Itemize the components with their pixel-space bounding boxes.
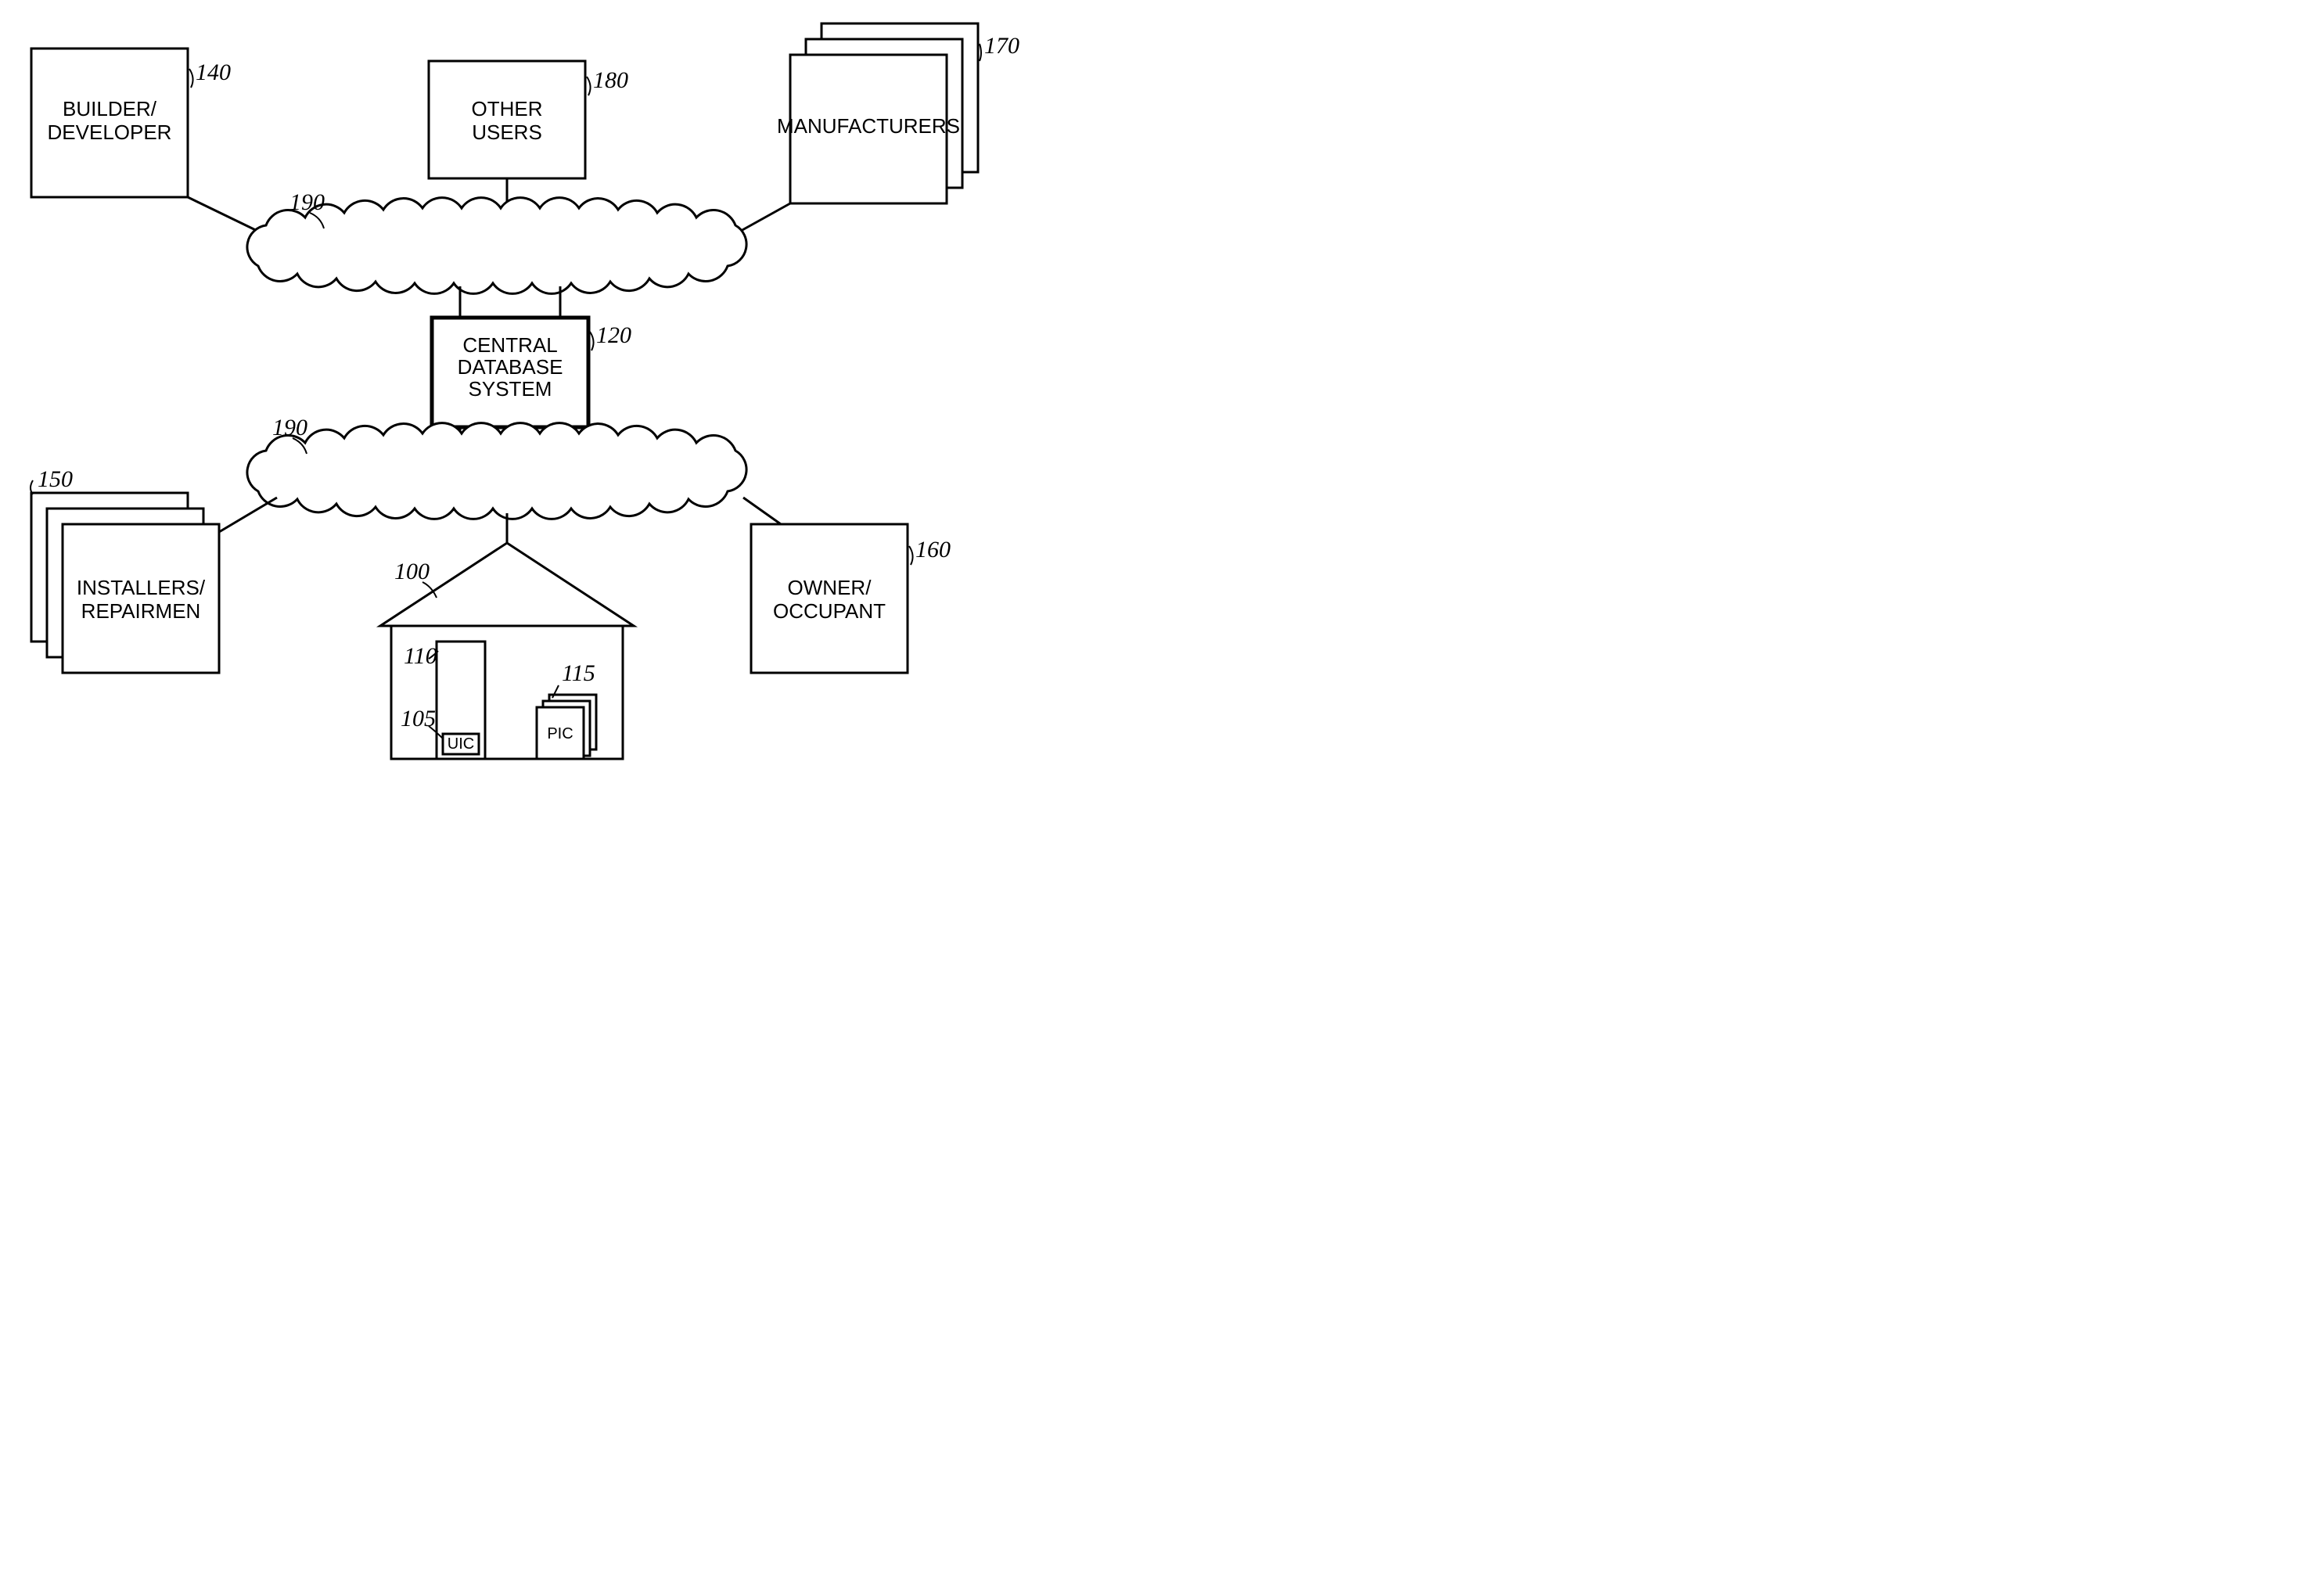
builder-ref: 140 [196, 59, 231, 85]
manufacturers-label: MANUFACTURERS [777, 114, 960, 138]
other-users-label-2: USERS [472, 120, 542, 144]
builder-label-1: BUILDER/ [63, 97, 157, 120]
central-label-1: CENTRAL [462, 333, 557, 357]
house-ref: 100 [394, 559, 430, 584]
manufacturers-leader [980, 44, 981, 61]
pic-label: PIC [547, 725, 573, 742]
pic-ref: 115 [562, 660, 595, 686]
other-users-leader [587, 77, 591, 95]
other-users-ref: 180 [593, 67, 628, 93]
diagram: MANUFACTURERS 170 BUILDER/ DEVELOPER 140… [0, 0, 1160, 798]
installers-label-2: REPAIRMEN [81, 599, 201, 623]
cloud-top-ref: 190 [289, 189, 325, 215]
central-label-3: SYSTEM [469, 377, 552, 401]
installers-ref: 150 [38, 466, 73, 492]
installers-label-1: INSTALLERS/ [77, 576, 206, 599]
owner-label-2: OCCUPANT [773, 599, 886, 623]
cloud-bottom-ref: 190 [272, 415, 307, 440]
central-label-2: DATABASE [458, 355, 563, 379]
cloud-bottom [247, 423, 746, 519]
builder-leader [189, 69, 193, 88]
owner-label-1: OWNER/ [788, 576, 872, 599]
manufacturers-ref: 170 [984, 33, 1019, 59]
conn-cloudbot-installers [219, 498, 277, 532]
owner-ref: 160 [915, 537, 951, 563]
house-roof [380, 543, 634, 626]
other-users-label-1: OTHER [472, 97, 543, 120]
uic-label: UIC [448, 735, 474, 753]
central-ref: 120 [596, 322, 631, 348]
builder-label-2: DEVELOPER [48, 120, 172, 144]
owner-leader [909, 546, 913, 565]
central-leader [590, 332, 594, 350]
conn-cloudbot-owner [743, 498, 781, 524]
